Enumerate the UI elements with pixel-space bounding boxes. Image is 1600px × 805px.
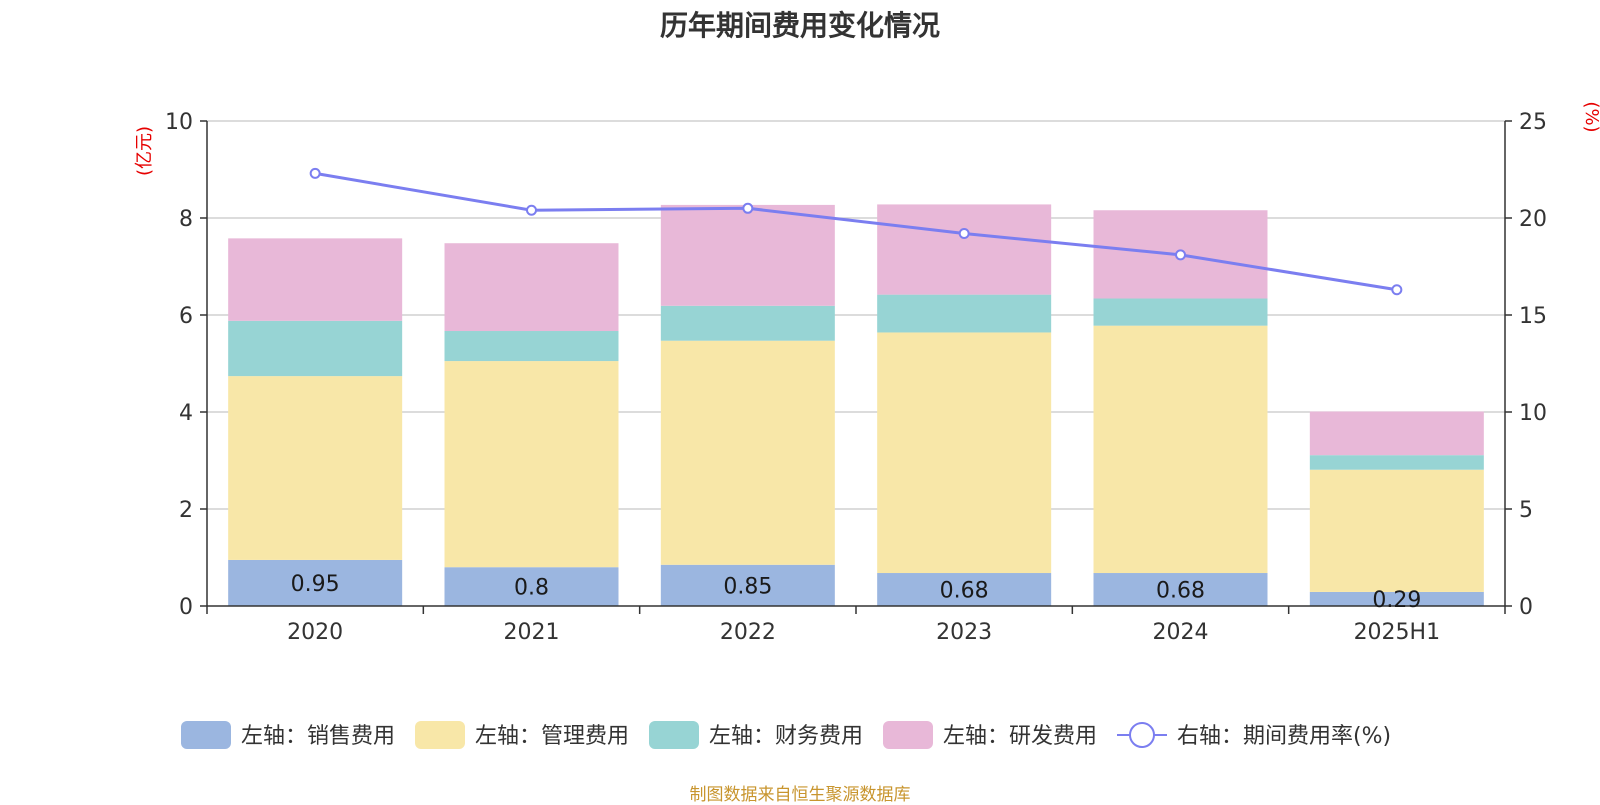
data-label: 0.68 <box>1156 579 1205 604</box>
rate-point <box>742 202 754 214</box>
source-note: 制图数据来自恒生聚源数据库 <box>689 785 911 805</box>
legend-swatch <box>181 721 231 749</box>
data-label: 0.95 <box>291 572 340 597</box>
legend-label: 左轴：销售费用 <box>241 724 395 749</box>
x-axis-tick-label: 2025H1 <box>1354 620 1441 645</box>
legend-swatch <box>883 721 933 749</box>
gridlines <box>207 120 1505 510</box>
data-label: 0.85 <box>723 574 772 599</box>
rate-point <box>1391 284 1403 296</box>
bar-segment <box>1093 325 1268 574</box>
legend-label: 左轴：财务费用 <box>709 724 863 749</box>
bar-segment <box>1093 298 1268 326</box>
x-axis-tick-label: 2023 <box>936 620 992 645</box>
bar-segment <box>1093 573 1268 606</box>
bar-segment <box>444 361 619 568</box>
bar-segment <box>877 332 1052 574</box>
bar-segment <box>1309 411 1484 456</box>
right-axis-tick-label: 5 <box>1519 498 1533 523</box>
data-label: 0.29 <box>1372 588 1421 613</box>
line-series <box>309 167 1403 296</box>
bar-segment <box>660 564 835 606</box>
legend-label: 右轴：期间费用率(%) <box>1177 724 1391 749</box>
bar-segment <box>228 320 403 377</box>
left-axis-tick-label: 2 <box>179 498 193 523</box>
bar-segment <box>444 331 619 362</box>
right-axis-tick-label: 25 <box>1519 110 1547 135</box>
bar-segment <box>877 204 1052 295</box>
right-axis-unit-label: (%) <box>1581 101 1600 132</box>
bar-segment <box>877 573 1052 606</box>
bar-segment <box>444 567 619 606</box>
left-axis-unit-label: (亿元) <box>134 126 155 176</box>
bar-segment <box>1309 455 1484 470</box>
bar-segment <box>228 376 403 560</box>
x-axis-tick-label: 2020 <box>287 620 343 645</box>
left-axis-tick-label: 0 <box>179 595 193 620</box>
chart-title: 历年期间费用变化情况 <box>659 9 940 42</box>
bar-segment <box>660 340 835 565</box>
bar-segment <box>660 305 835 341</box>
bar-segment <box>228 559 403 606</box>
data-label: 0.68 <box>940 579 989 604</box>
left-axis-tick-label: 8 <box>179 207 193 232</box>
legend: 左轴：销售费用 左轴：管理费用 左轴：财务费用 左轴：研发费用 右轴：期间费用率(%) <box>181 721 1391 749</box>
data-label: 0.8 <box>514 576 549 601</box>
legend-label: 左轴：研发费用 <box>943 724 1097 749</box>
x-axis-tick-label: 2022 <box>720 620 776 645</box>
rate-point <box>309 167 321 179</box>
left-axis-tick-label: 4 <box>179 401 193 426</box>
bar-segment <box>1309 591 1484 606</box>
rate-point <box>958 228 970 240</box>
legend-circle-marker <box>1129 722 1155 748</box>
legend-swatch <box>649 721 699 749</box>
x-axis-tick-label: 2021 <box>504 620 560 645</box>
data-labels: 0.95 0.8 0.85 0.68 0.68 0.29 <box>291 572 1422 613</box>
right-axis-tick-label: 10 <box>1519 401 1547 426</box>
axes: 0 2 4 6 8 10 0 5 10 15 20 25 (亿元) (%) 2020 2021 2022 2023… <box>134 101 1600 645</box>
right-axis-tick-label: 15 <box>1519 304 1547 329</box>
rate-point <box>526 204 537 216</box>
right-axis-tick-label: 20 <box>1519 207 1547 232</box>
rate-point <box>1175 249 1186 261</box>
bar-segment <box>877 294 1052 333</box>
bar-series <box>228 204 1484 606</box>
bar-segment <box>1309 469 1484 592</box>
rate-line <box>314 171 1398 292</box>
legend-label: 左轴：管理费用 <box>475 724 629 749</box>
right-axis-tick-label: 0 <box>1519 595 1533 620</box>
bar-segment <box>660 204 835 306</box>
bar-segment <box>228 238 403 321</box>
x-axis-tick-label: 2024 <box>1153 620 1209 645</box>
bar-segment <box>444 243 619 332</box>
legend-swatch <box>415 721 465 749</box>
left-axis-tick-label: 10 <box>165 110 193 135</box>
left-axis-tick-label: 6 <box>179 304 193 329</box>
